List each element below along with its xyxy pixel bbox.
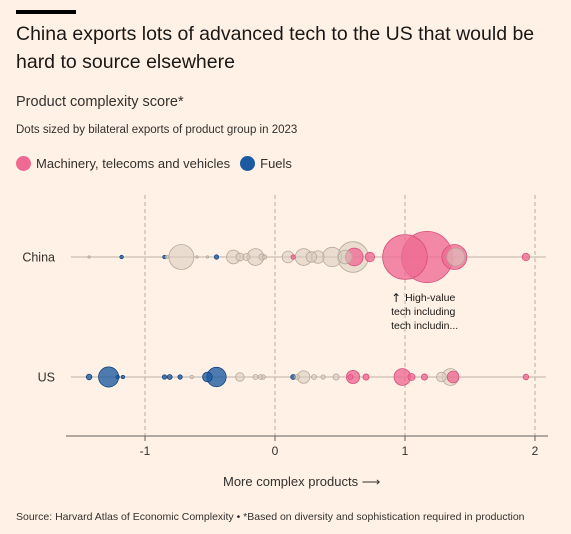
bubble-china-other (305, 251, 318, 263)
x-axis-arrow: ⟶ (361, 474, 381, 489)
bubble-us-fuels (166, 374, 173, 380)
bubble-china-other (168, 244, 195, 270)
bubble-china-other (205, 255, 210, 259)
annotation-text: High-value (405, 292, 455, 304)
chart-title: China exports lots of advanced tech to t… (16, 23, 535, 73)
legend-label-fuels: Fuels (260, 156, 292, 171)
bubble-us-other (252, 374, 259, 380)
source-note: Source: Harvard Atlas of Economic Comple… (16, 511, 525, 523)
bubble-china-machinery (290, 254, 296, 260)
x-axis-title-text: More complex products (223, 474, 359, 489)
bubble-chart: China US -1 0 1 2 ↑ High-value tech including tec… (22, 195, 548, 458)
bubble-china-other (164, 254, 170, 260)
legend-label-machinery: Machinery, telecoms and vehicles (36, 156, 231, 171)
bubble-china-machinery (364, 251, 375, 263)
annotation-text: tech including (391, 306, 455, 318)
bubble-china-machinery (521, 252, 531, 262)
legend-item-fuels: Fuels (240, 156, 292, 171)
bubble-us-machinery (446, 370, 460, 384)
x-tick-label: 0 (272, 444, 279, 458)
bubble-us-machinery (421, 373, 428, 381)
bubble-china-other (87, 255, 91, 259)
annotation-arrow: ↑ (391, 291, 401, 305)
legend-swatch-fuels (240, 156, 256, 171)
bubble-us-fuels (115, 374, 120, 380)
bubble-us-other (436, 371, 447, 383)
bubble-china-other (262, 254, 268, 260)
bubble-us-other (332, 373, 340, 381)
header-bar (16, 10, 76, 14)
bubble-china-other (242, 253, 251, 261)
row-label: US (38, 371, 55, 385)
x-tick-label: -1 (140, 444, 151, 458)
bubble-us-fuels (120, 374, 126, 380)
bubble-china-fuels (119, 254, 124, 260)
legend-item-machinery: Machinery, telecoms and vehicles (16, 156, 230, 171)
annotation-text: tech includin... (391, 320, 458, 332)
legend: Machinery, telecoms and vehicles Fuels (16, 156, 302, 171)
row-label: China (22, 251, 55, 265)
bubble-china-fuels (213, 254, 220, 260)
bubble-us-fuels (177, 374, 183, 380)
legend-swatch-machinery (16, 156, 31, 171)
bubble-us-machinery (522, 373, 530, 381)
bubble-china-other (337, 249, 353, 265)
bubble-china-other (446, 247, 465, 267)
x-axis-title: More complex products ⟶ (223, 474, 380, 490)
bubble-us-machinery (407, 373, 416, 381)
chart-subtitle: Product complexity score* (16, 94, 184, 110)
bubble-us-machinery (362, 373, 370, 381)
bubble-us-other (311, 374, 317, 380)
bubble-china-machinery (382, 234, 428, 280)
bubble-china-other (195, 255, 199, 259)
bubble-us-other (189, 374, 194, 380)
bubble-us-fuels (85, 373, 93, 381)
bubble-us-fuels (202, 371, 213, 383)
bubble-us-fuels (161, 374, 168, 380)
x-tick-label: 1 (402, 444, 409, 458)
bubble-us-other (320, 374, 326, 380)
bubble-us-machinery (347, 374, 354, 380)
bubble-us-other (294, 374, 301, 380)
bubble-us-other (260, 374, 266, 380)
bubble-us-other (235, 372, 245, 382)
size-note: Dots sized by bilateral exports of produ… (16, 124, 298, 136)
x-tick-label: 2 (532, 444, 539, 458)
